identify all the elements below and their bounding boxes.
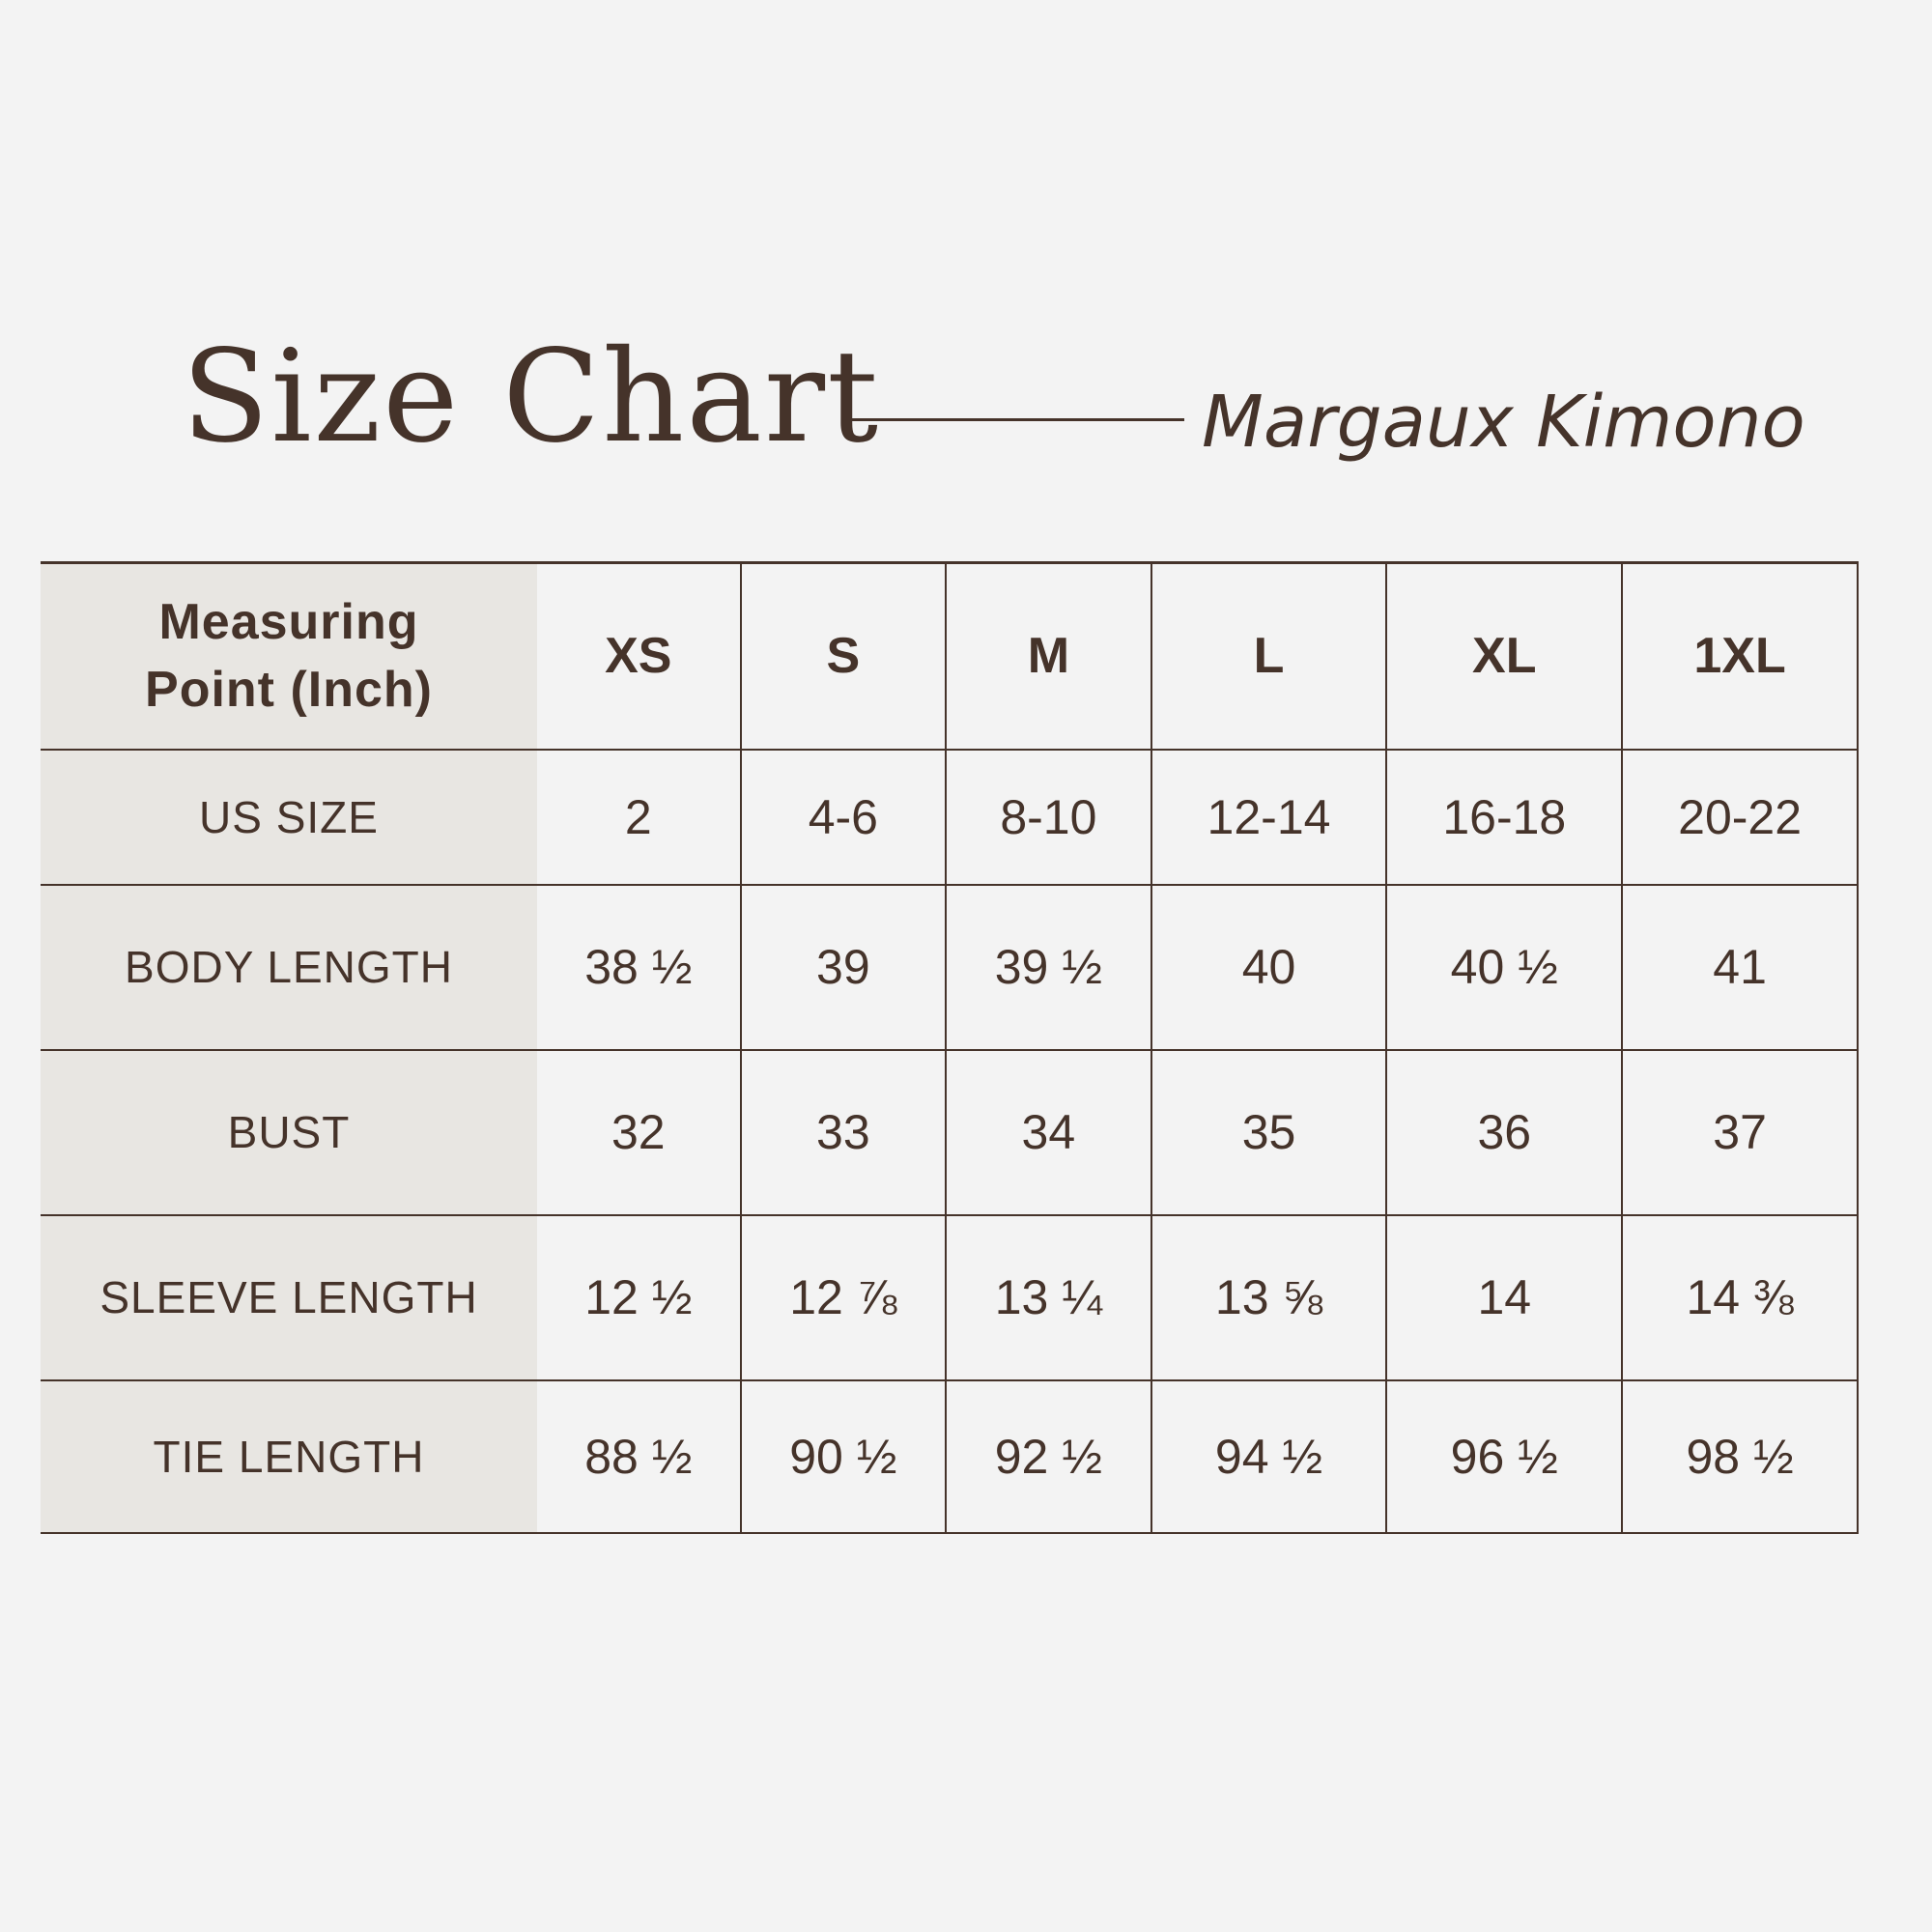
- cell: 39 ½: [946, 884, 1152, 1051]
- title-divider: [852, 418, 1184, 421]
- cell: 34: [946, 1049, 1152, 1216]
- size-header-l: L: [1151, 561, 1388, 751]
- cell: 14: [1386, 1214, 1624, 1381]
- size-header-xl: XL: [1386, 561, 1624, 751]
- product-name: Margaux Kimono: [1202, 381, 1805, 464]
- cell: 98 ½: [1622, 1379, 1859, 1534]
- cell: 94 ½: [1151, 1379, 1388, 1534]
- cell: 12 ⅞: [740, 1214, 948, 1381]
- row-label-us-size: US SIZE: [41, 749, 537, 886]
- cell: 90 ½: [740, 1379, 948, 1534]
- row-label-tie-length: TIE LENGTH: [41, 1379, 537, 1534]
- cell: 14 ⅜: [1622, 1214, 1859, 1381]
- table-row: US SIZE 2 4-6 8-10 12-14 16-18 20-22: [41, 749, 1859, 886]
- cell: 2: [537, 749, 742, 886]
- cell: 8-10: [946, 749, 1152, 886]
- table-row: SLEEVE LENGTH 12 ½ 12 ⅞ 13 ¼ 13 ⅝ 14 14 …: [41, 1214, 1859, 1381]
- corner-header: Measuring Point (Inch): [41, 561, 537, 751]
- cell: 12-14: [1151, 749, 1388, 886]
- cell: 13 ⅝: [1151, 1214, 1388, 1381]
- cell: 40 ½: [1386, 884, 1624, 1051]
- table-row: TIE LENGTH 88 ½ 90 ½ 92 ½ 94 ½ 96 ½ 98 ½: [41, 1379, 1859, 1534]
- cell: 35: [1151, 1049, 1388, 1216]
- corner-header-line2: Point (Inch): [145, 662, 433, 719]
- cell: 12 ½: [537, 1214, 742, 1381]
- cell: 92 ½: [946, 1379, 1152, 1534]
- table-row: BODY LENGTH 38 ½ 39 39 ½ 40 40 ½ 41: [41, 884, 1859, 1051]
- cell: 32: [537, 1049, 742, 1216]
- row-label-sleeve-length: SLEEVE LENGTH: [41, 1214, 537, 1381]
- cell: 4-6: [740, 749, 948, 886]
- table-row: BUST 32 33 34 35 36 37: [41, 1049, 1859, 1216]
- cell: 39: [740, 884, 948, 1051]
- size-chart-table: Measuring Point (Inch) XS S M L XL 1XL U…: [41, 561, 1859, 1534]
- cell: 88 ½: [537, 1379, 742, 1534]
- size-header-xs: XS: [537, 561, 742, 751]
- cell: 20-22: [1622, 749, 1859, 886]
- size-header-s: S: [740, 561, 948, 751]
- cell: 33: [740, 1049, 948, 1216]
- cell: 96 ½: [1386, 1379, 1624, 1534]
- table-header-row: Measuring Point (Inch) XS S M L XL 1XL: [41, 561, 1859, 751]
- cell: 36: [1386, 1049, 1624, 1216]
- cell: 40: [1151, 884, 1388, 1051]
- row-label-bust: BUST: [41, 1049, 537, 1216]
- page-title: Size Chart: [182, 323, 881, 471]
- cell: 16-18: [1386, 749, 1624, 886]
- corner-header-line1: Measuring: [158, 594, 419, 651]
- row-label-body-length: BODY LENGTH: [41, 884, 537, 1051]
- size-header-m: M: [946, 561, 1152, 751]
- cell: 13 ¼: [946, 1214, 1152, 1381]
- cell: 37: [1622, 1049, 1859, 1216]
- cell: 38 ½: [537, 884, 742, 1051]
- cell: 41: [1622, 884, 1859, 1051]
- size-header-1xl: 1XL: [1622, 561, 1859, 751]
